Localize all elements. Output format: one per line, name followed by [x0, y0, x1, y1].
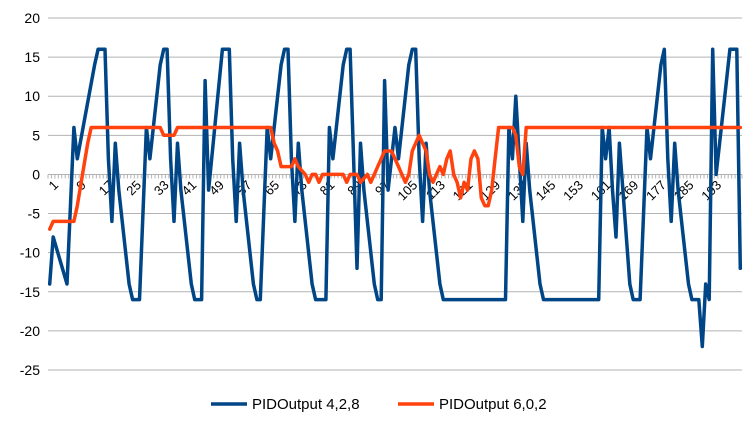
y-tick-label: -10: [20, 245, 40, 261]
legend-label-2: PIDOutput 6,0,2: [439, 396, 547, 413]
series-line-2: [47, 125, 743, 231]
y-tick-label: -5: [28, 206, 41, 222]
x-axis: 1 9 17 25 33 41 49 57 65 73 81 89 97 105 113 121 129 137 1…: [46, 173, 743, 203]
y-tick-label: -25: [20, 362, 40, 378]
legend-label-1: PIDOutput 4,2,8: [252, 396, 360, 413]
y-tick-label: 10: [24, 88, 40, 104]
x-tick-label: 153: [560, 177, 586, 203]
series-lines: [47, 47, 743, 349]
y-tick-label: 15: [24, 49, 40, 65]
y-tick-label: 20: [24, 10, 40, 26]
x-tick-label: 25: [123, 177, 144, 198]
y-axis: 20 15 10 5 0 -5 -10 -15 -20 -25: [20, 10, 40, 378]
x-tick-label: 1: [46, 177, 62, 193]
y-tick-label: 0: [32, 166, 40, 182]
y-tick-label: 5: [32, 127, 40, 143]
x-tick-label: 33: [151, 177, 172, 198]
y-tick-label: -15: [20, 284, 40, 300]
x-tick-label: 177: [643, 177, 669, 203]
legend: PIDOutput 4,2,8 PIDOutput 6,0,2: [211, 396, 547, 413]
series-line-1: [47, 47, 743, 349]
y-tick-label: -20: [20, 323, 40, 339]
x-tick-label: 145: [533, 177, 559, 203]
